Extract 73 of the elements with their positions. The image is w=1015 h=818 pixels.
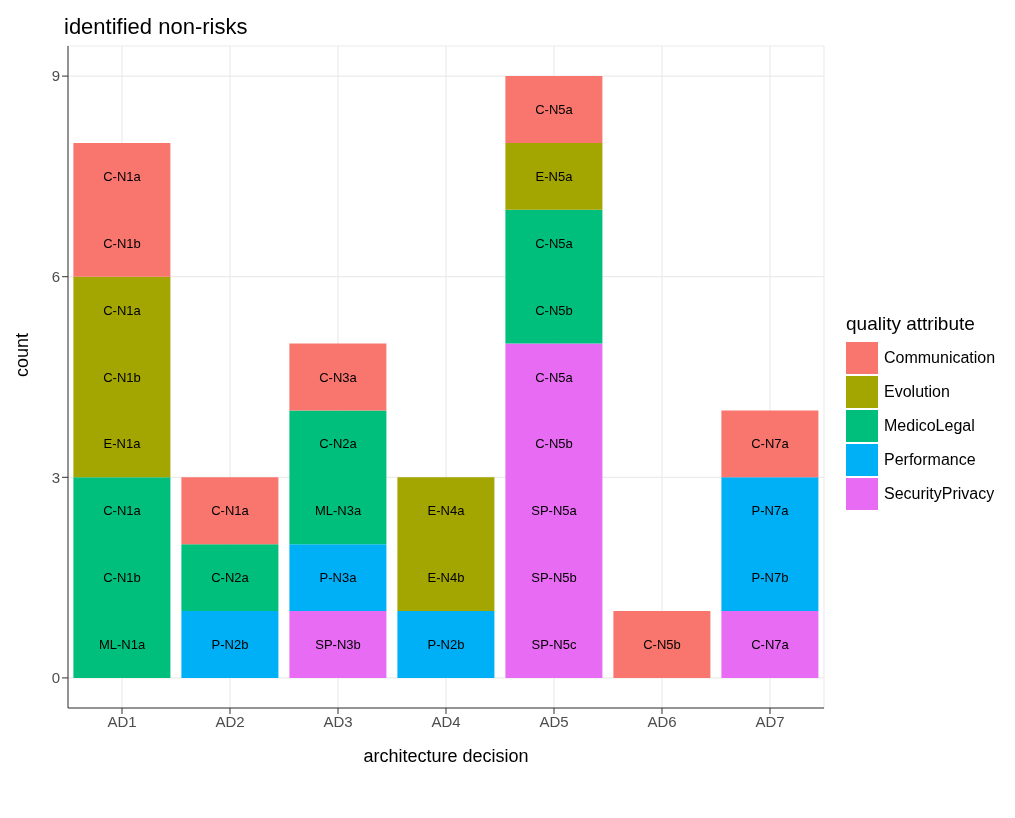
legend-title: quality attribute: [846, 313, 976, 335]
annotation: SP-N5b: [531, 570, 577, 586]
bar: [289, 343, 387, 411]
annotation: C-N5b: [643, 636, 681, 652]
bar: [397, 477, 495, 612]
bar: [721, 410, 819, 478]
bar: [397, 611, 495, 678]
annotation: E-N4b: [427, 570, 465, 586]
x-tick-label: AD2: [215, 712, 245, 730]
y-tick-label: 3: [51, 468, 60, 486]
bar: [73, 142, 171, 277]
x-axis-title: architecture decision: [363, 746, 529, 766]
x-tick-label: AD6: [647, 712, 677, 730]
bar: [289, 544, 387, 612]
bar: [721, 477, 819, 612]
legend-label: MedicoLegal: [884, 417, 975, 435]
bar: [289, 611, 387, 678]
annotation: C-N1b: [103, 235, 141, 251]
annotation: C-N3a: [319, 369, 358, 385]
legend-label: Communication: [884, 349, 996, 367]
y-tick-label: 0: [51, 669, 60, 687]
bar: [505, 142, 603, 210]
legend-label: SecurityPrivacy: [884, 485, 995, 503]
annotation: C-N1b: [103, 369, 141, 385]
legend-label: Performance: [884, 451, 976, 469]
annotation: P-N3a: [319, 570, 358, 586]
annotation: P-N7b: [751, 570, 789, 586]
annotation: P-N2b: [427, 636, 465, 652]
annotation: C-N1b: [103, 570, 141, 586]
annotation: SP-N3b: [315, 636, 361, 652]
annotation: C-N5a: [535, 102, 574, 118]
x-tick-label: AD1: [107, 712, 137, 730]
bar: [181, 477, 279, 545]
y-tick-label: 9: [51, 67, 60, 85]
annotation: ML-N1a: [98, 636, 146, 652]
bar: [505, 209, 603, 344]
bar: [613, 611, 711, 678]
bar: [181, 544, 279, 612]
bar: [721, 611, 819, 678]
annotation: C-N2a: [211, 570, 250, 586]
annotation: ML-N3a: [314, 503, 362, 519]
y-tick-label: 6: [51, 268, 60, 286]
annotation: SP-N5a: [531, 503, 578, 519]
x-tick-label: AD4: [431, 712, 461, 730]
x-tick-label: AD7: [755, 712, 785, 730]
annotation: C-N7a: [751, 636, 790, 652]
annotation: C-N7a: [751, 436, 790, 452]
annotation: C-N1a: [103, 168, 142, 184]
annotation: E-N5a: [535, 168, 574, 184]
bar: [73, 276, 171, 478]
x-tick-label: AD5: [539, 712, 569, 730]
annotation: C-N5b: [535, 302, 573, 318]
annotation: SP-N5c: [531, 636, 577, 652]
chart-title: identified non-risks: [64, 14, 248, 40]
annotation: P-N2b: [211, 636, 249, 652]
bar: [181, 611, 279, 678]
annotation: E-N4a: [427, 503, 466, 519]
annotation: P-N7a: [751, 503, 790, 519]
annotation: C-N1a: [211, 503, 250, 519]
x-tick-label: AD3: [323, 712, 353, 730]
annotation: C-N5a: [535, 235, 574, 251]
annotation: E-N1a: [103, 436, 142, 452]
y-axis-title: count: [12, 332, 33, 377]
annotation: C-N5a: [535, 369, 574, 385]
bar: [505, 76, 603, 143]
annotation: C-N1a: [103, 503, 142, 519]
annotation: C-N2a: [319, 436, 358, 452]
bar: [505, 343, 603, 678]
bar: [73, 477, 171, 678]
bar: [289, 410, 387, 545]
annotation: C-N5b: [535, 436, 573, 452]
annotation: C-N1a: [103, 302, 142, 318]
legend-label: Evolution: [884, 383, 950, 401]
